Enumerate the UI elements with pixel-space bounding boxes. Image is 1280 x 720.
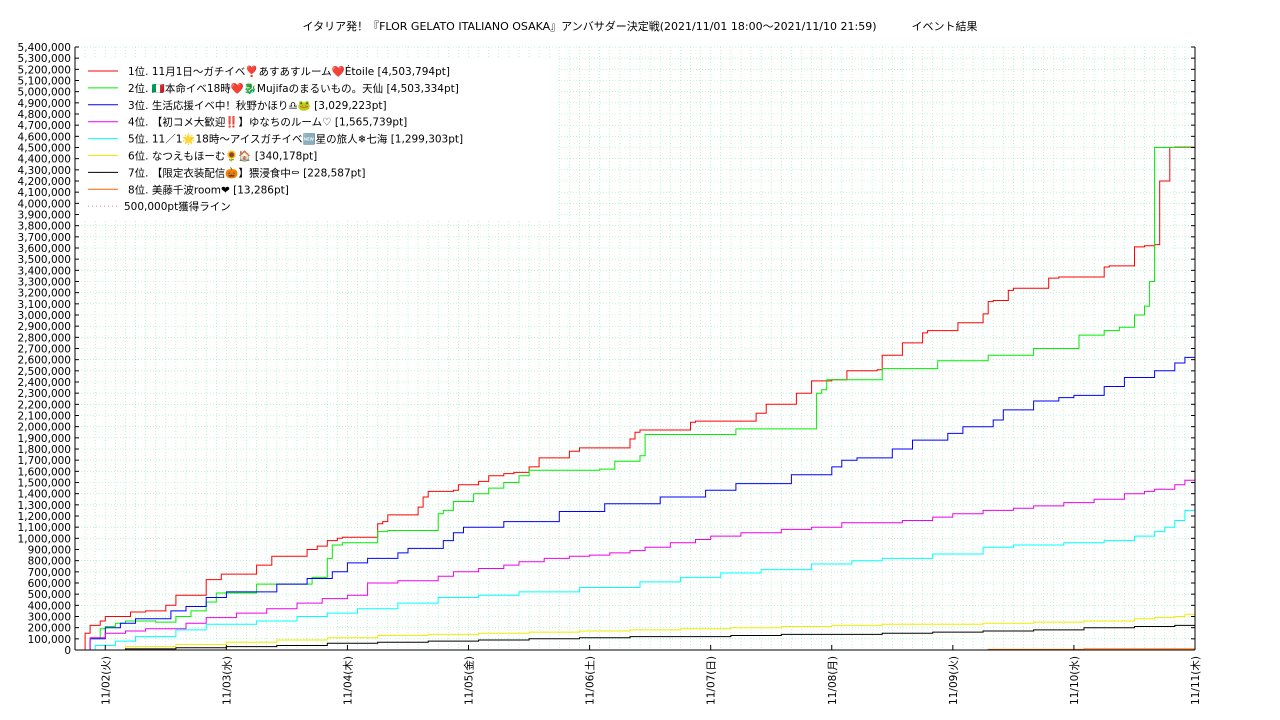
y-tick-label: 4,100,000 bbox=[18, 187, 71, 199]
x-tick-label: 11/04(木) bbox=[342, 656, 354, 705]
y-tick-label: 5,400,000 bbox=[18, 42, 71, 54]
legend-label-1: 1位. 11月1日〜ガチイベ❣️あすあすルーム❤️Étoile [4,503,7… bbox=[128, 65, 450, 78]
y-tick-label: 300,000 bbox=[28, 612, 71, 624]
legend-label-3: 3位. 生活応援イベ中！秋野かほり♎🐸 [3,029,223pt] bbox=[128, 99, 387, 112]
y-tick-label: 3,100,000 bbox=[18, 299, 71, 311]
y-tick-label: 1,500,000 bbox=[18, 478, 71, 490]
x-tick-label: 11/11(木) bbox=[1190, 656, 1202, 705]
series-line-1 bbox=[75, 146, 1195, 651]
y-tick-label: 2,700,000 bbox=[18, 344, 71, 356]
legend-label-6: 6位. なつえもほーむ🌻🏠 [340,178pt] bbox=[128, 150, 317, 163]
y-tick-label: 1,100,000 bbox=[18, 522, 71, 534]
y-tick-label: 0 bbox=[64, 645, 71, 657]
y-tick-label: 2,600,000 bbox=[18, 355, 71, 367]
y-tick-label: 4,000,000 bbox=[18, 198, 71, 210]
series-line-7 bbox=[75, 624, 1196, 651]
y-tick-label: 700,000 bbox=[28, 567, 71, 579]
x-tick-label: 11/10(水) bbox=[1069, 656, 1081, 705]
y-tick-label: 1,000,000 bbox=[18, 533, 71, 545]
x-tick-label: 11/05(金) bbox=[463, 656, 476, 705]
x-tick-label: 11/06(土) bbox=[584, 656, 597, 705]
y-tick-label: 100,000 bbox=[28, 634, 71, 646]
y-tick-label: 2,400,000 bbox=[18, 377, 71, 389]
y-tick-label: 4,500,000 bbox=[18, 143, 71, 155]
y-tick-label: 5,100,000 bbox=[18, 76, 71, 88]
legend-label-8: 8位. 美藤千波room❤ [13,286pt] bbox=[128, 183, 289, 196]
y-tick-label: 4,600,000 bbox=[18, 131, 71, 143]
y-tick-label: 200,000 bbox=[28, 623, 71, 635]
y-tick-label: 600,000 bbox=[28, 578, 71, 590]
y-tick-label: 5,300,000 bbox=[18, 53, 71, 65]
y-tick-label: 4,300,000 bbox=[18, 165, 71, 177]
y-tick-label: 3,300,000 bbox=[18, 277, 71, 289]
y-tick-label: 900,000 bbox=[28, 545, 71, 557]
y-tick-label: 3,400,000 bbox=[18, 265, 71, 277]
axes: 0100,000200,000300,000400,000500,000600,… bbox=[18, 42, 1202, 705]
y-tick-label: 5,000,000 bbox=[18, 87, 71, 99]
y-tick-label: 4,900,000 bbox=[18, 98, 71, 110]
y-tick-label: 2,100,000 bbox=[18, 411, 71, 423]
y-tick-label: 400,000 bbox=[28, 600, 71, 612]
y-tick-label: 1,400,000 bbox=[18, 489, 71, 501]
y-tick-label: 1,200,000 bbox=[18, 511, 71, 523]
legend-label-4: 4位. 【初コメ大歓迎‼️】ゆなちのルーム♡ [1,565,739pt] bbox=[128, 116, 407, 129]
legend-label-7: 7位. 【限定衣装配信🎃】猥浸食中⚰ [228,587pt] bbox=[128, 166, 366, 179]
y-tick-label: 3,000,000 bbox=[18, 310, 71, 322]
y-tick-label: 3,700,000 bbox=[18, 232, 71, 244]
y-tick-label: 2,800,000 bbox=[18, 332, 71, 344]
y-tick-label: 3,500,000 bbox=[18, 254, 71, 266]
y-tick-label: 2,000,000 bbox=[18, 422, 71, 434]
series-line-6 bbox=[75, 612, 1196, 651]
series-line-4 bbox=[75, 475, 1196, 651]
legend-label-9: 500,000pt獲得ライン bbox=[124, 200, 231, 213]
legend-label-2: 2位. 🇮🇹本命イベ18時❤️🐉Mujifaのまるいもの。天仙 [4,503,3… bbox=[128, 82, 459, 95]
y-tick-label: 500,000 bbox=[28, 589, 71, 601]
y-tick-label: 1,800,000 bbox=[18, 444, 71, 456]
y-tick-label: 3,200,000 bbox=[18, 288, 71, 300]
legend: 1位. 11月1日〜ガチイベ❣️あすあすルーム❤️Étoile [4,503,7… bbox=[80, 58, 556, 221]
y-tick-label: 2,200,000 bbox=[18, 399, 71, 411]
chart-subtitle: イベント結果 bbox=[911, 20, 978, 33]
y-tick-label: 1,600,000 bbox=[18, 466, 71, 478]
series-line-9 bbox=[75, 594, 1196, 651]
y-tick-label: 1,700,000 bbox=[18, 455, 71, 467]
y-tick-label: 5,200,000 bbox=[18, 64, 71, 76]
y-tick-label: 3,600,000 bbox=[18, 243, 71, 255]
x-tick-label: 11/07(日) bbox=[706, 656, 718, 705]
y-tick-label: 1,900,000 bbox=[18, 433, 71, 445]
series-lines bbox=[75, 146, 1196, 651]
x-tick-label: 11/03(水) bbox=[221, 656, 233, 705]
x-tick-label: 11/02(火) bbox=[100, 656, 112, 705]
x-tick-label: 11/08(月) bbox=[827, 656, 839, 705]
chart-title: イタリア発！『FLOR GELATO ITALIANO OSAKA』アンバサダー… bbox=[302, 20, 877, 33]
legend-box bbox=[80, 58, 556, 221]
y-tick-label: 800,000 bbox=[28, 556, 71, 568]
y-tick-label: 4,800,000 bbox=[18, 109, 71, 121]
y-tick-label: 4,200,000 bbox=[18, 176, 71, 188]
y-tick-label: 2,900,000 bbox=[18, 321, 71, 333]
y-tick-label: 3,900,000 bbox=[18, 210, 71, 222]
legend-label-5: 5位. 11／1🌟18時〜アイスガチイベ🆕星の旅人❄︎七海 [1,299,303… bbox=[128, 133, 463, 146]
y-tick-label: 2,500,000 bbox=[18, 366, 71, 378]
y-tick-label: 2,300,000 bbox=[18, 388, 71, 400]
y-tick-label: 4,700,000 bbox=[18, 120, 71, 132]
x-tick-label: 11/09(火) bbox=[948, 656, 960, 705]
series-line-5 bbox=[75, 504, 1196, 651]
y-tick-label: 4,400,000 bbox=[18, 154, 71, 166]
series-line-3 bbox=[75, 311, 1196, 651]
y-tick-label: 1,300,000 bbox=[18, 500, 71, 512]
y-tick-label: 3,800,000 bbox=[18, 221, 71, 233]
